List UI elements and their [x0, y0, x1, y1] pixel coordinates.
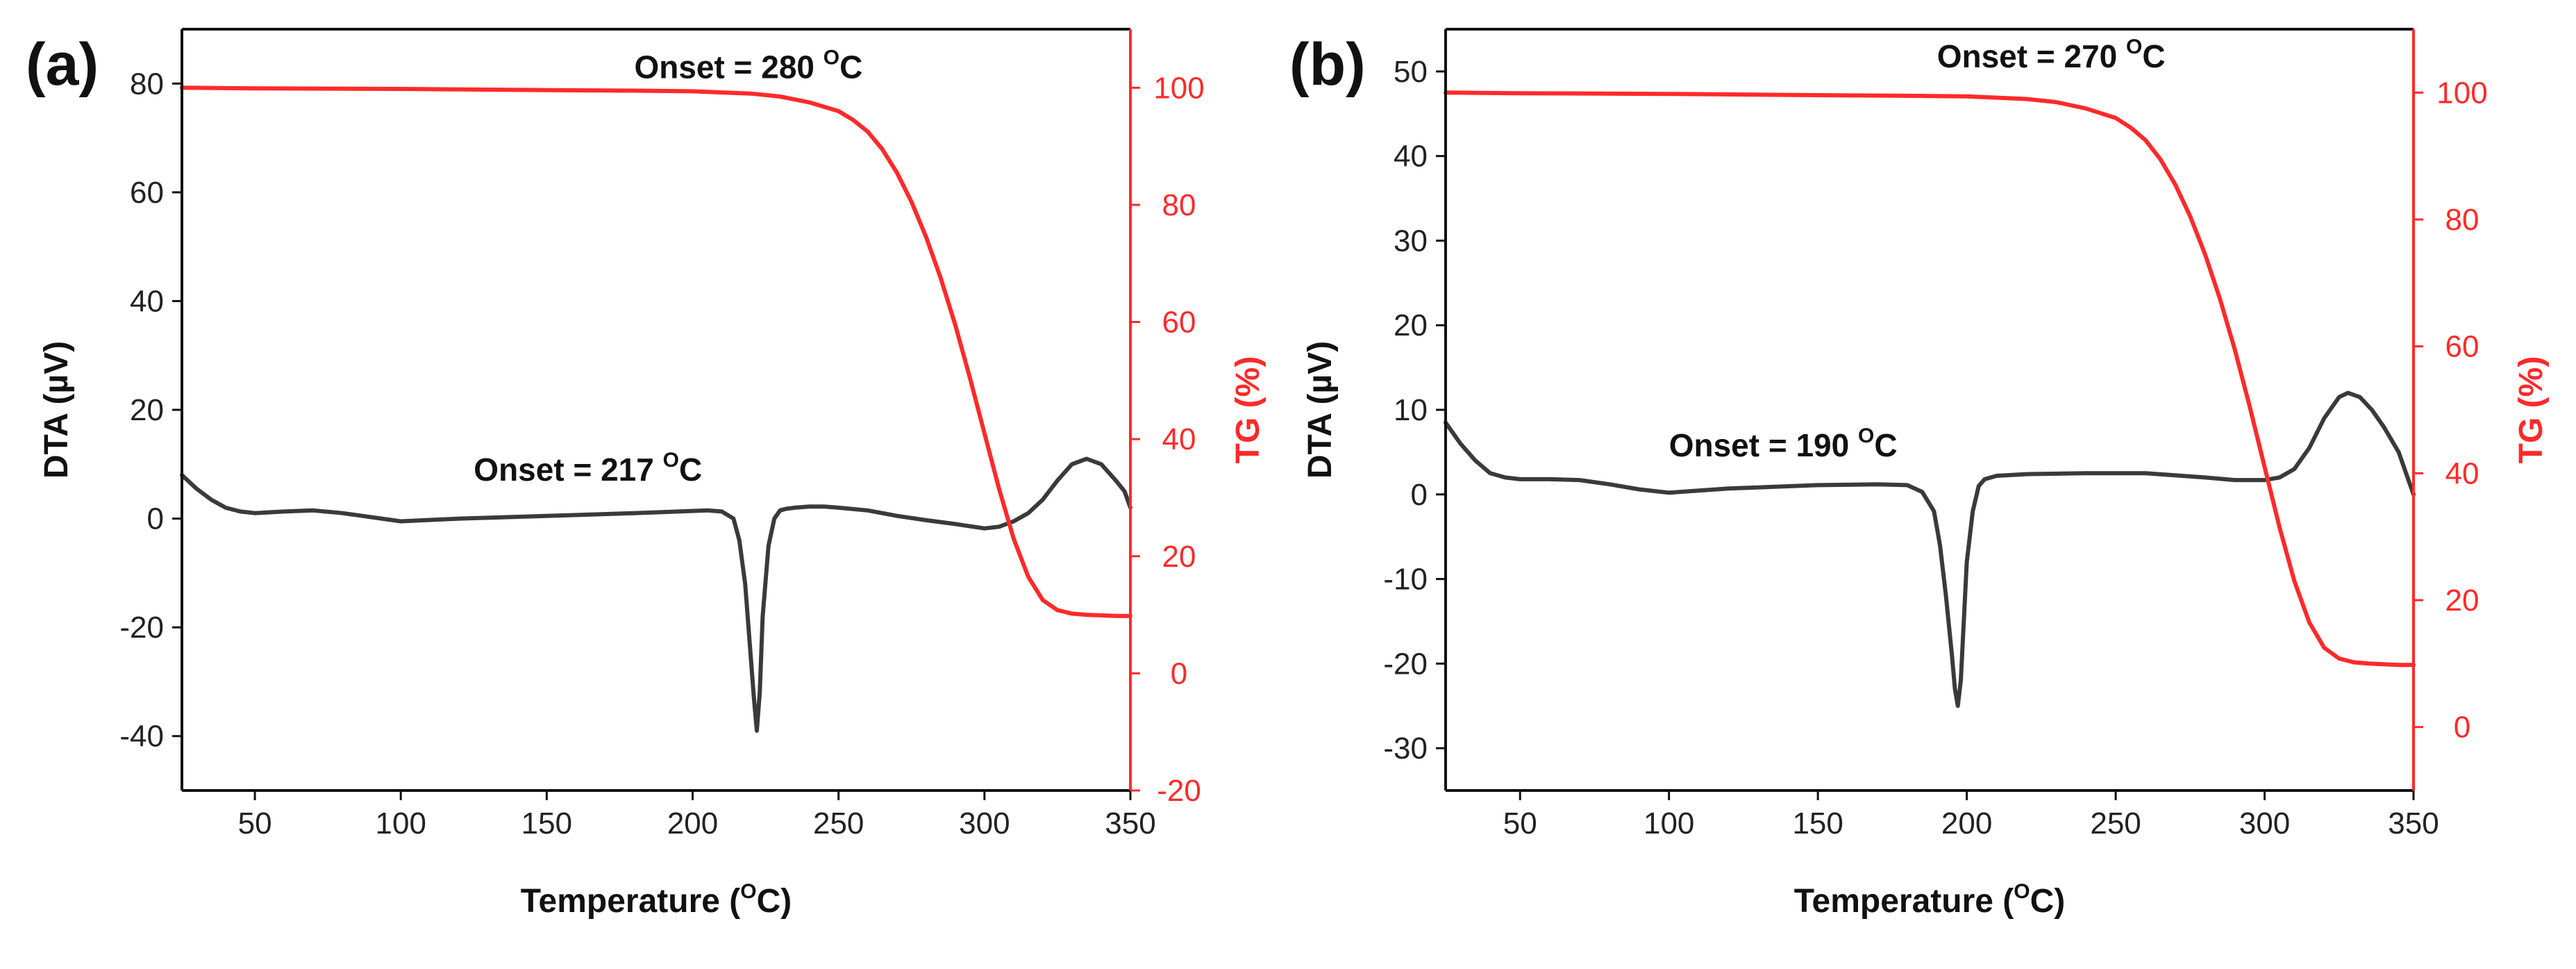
right-y-axis-title: TG (%)	[2513, 356, 2550, 464]
left-y-tick-label: 50	[1394, 55, 1428, 89]
right-y-tick-label: 0	[2454, 711, 2470, 745]
onset-annotation: Onset = 280 OC	[634, 46, 862, 85]
right-y-tick-label: 20	[1162, 540, 1196, 574]
onset-annotation: Onset = 270 OC	[1937, 35, 2166, 74]
right-y-axis-title: TG (%)	[1230, 356, 1266, 464]
right-y-tick-label: 60	[2445, 330, 2479, 364]
x-tick-label: 150	[521, 806, 572, 840]
onset-annotation-text: Onset = 217	[474, 452, 662, 488]
x-axis-title-sup: O	[2014, 880, 2030, 903]
series-line-dta	[1444, 390, 2416, 709]
x-tick-label: 250	[813, 806, 864, 840]
x-tick-label: 50	[238, 806, 272, 840]
onset-annotation-text: Onset = 270	[1937, 38, 2126, 74]
onset-annotation-end: C	[2142, 38, 2165, 74]
series-line-dta	[180, 456, 1132, 733]
onset-annotation-sup: O	[2126, 35, 2142, 58]
right-y-tick-label: 0	[1171, 656, 1187, 690]
left-y-tick-label: -40	[119, 720, 164, 754]
onset-annotation-end: C	[679, 452, 702, 488]
left-y-tick-label: -10	[1383, 563, 1428, 597]
left-y-tick-label: -30	[1383, 731, 1428, 765]
onset-annotation-text: Onset = 280	[634, 49, 823, 85]
onset-annotation-text: Onset = 190	[1669, 427, 1858, 463]
x-tick-label: 300	[959, 806, 1010, 840]
left-y-tick-label: 60	[130, 176, 164, 210]
x-axis-title: Temperature (OC)	[521, 880, 792, 920]
x-tick-label: 100	[1644, 806, 1694, 840]
right-y-tick-label: 100	[2436, 76, 2487, 110]
onset-annotation-sup: O	[663, 449, 679, 472]
right-y-tick-label: -20	[1157, 774, 1201, 808]
x-tick-label: 200	[667, 806, 718, 840]
x-axis-title: Temperature (OC)	[1794, 880, 2066, 920]
onset-annotation-sup: O	[1858, 424, 1874, 447]
left-y-tick-label: 40	[130, 284, 164, 318]
chart-panel-b: 50 100 150 200 250 300 350-30-20-1001020304050…	[1289, 28, 2550, 920]
chart-panel-a: 50 100 150 200 250 300 350 -40 -20 0 20 40 60 80 -20 0 2…	[26, 28, 1266, 920]
x-tick-label: 200	[1941, 806, 1992, 840]
right-y-tick-label: 60	[1162, 306, 1196, 340]
left-y-tick-label: 0	[147, 502, 164, 536]
x-axis-title-text: Temperature (	[1794, 883, 2014, 920]
left-y-tick-label: 0	[1411, 478, 1428, 512]
left-y-tick-label: -20	[1383, 647, 1428, 681]
onset-annotation-end: C	[839, 49, 862, 85]
right-y-tick-label: 40	[1162, 422, 1196, 456]
series-line-tg	[180, 85, 1132, 618]
x-axis-title-sup: O	[740, 880, 756, 903]
right-y-tick-label: 40	[2445, 456, 2479, 490]
left-y-tick-label: 10	[1394, 393, 1428, 427]
left-y-tick-label: 20	[1394, 308, 1428, 342]
left-y-axis-title: DTA (µV)	[1302, 341, 1339, 479]
x-tick-label: 350	[1105, 806, 1155, 840]
x-axis-title-end: C)	[2030, 883, 2066, 920]
right-y-tick-label: 20	[2445, 583, 2479, 618]
x-tick-label: 250	[2090, 806, 2141, 840]
panel-label: (a)	[26, 31, 99, 98]
series-line-tg	[1444, 90, 2416, 668]
onset-annotation-end: C	[1874, 427, 1897, 463]
panel-label: (b)	[1289, 31, 1366, 98]
left-y-tick-label: 20	[130, 393, 164, 427]
onset-annotation: Onset = 190 OC	[1669, 424, 1898, 463]
x-axis-title-end: C)	[757, 883, 792, 920]
left-y-axis-title: DTA (µV)	[38, 341, 75, 479]
x-axis-title-text: Temperature (	[521, 883, 741, 920]
x-tick-label: 300	[2239, 806, 2290, 840]
left-y-tick-label: 80	[130, 67, 164, 101]
left-y-tick-label: 30	[1394, 224, 1428, 258]
onset-annotation-sup: O	[823, 46, 839, 69]
x-tick-label: 150	[1792, 806, 1843, 840]
x-tick-label: 50	[1503, 806, 1537, 840]
right-y-tick-label: 80	[1162, 188, 1196, 222]
x-tick-label: 100	[376, 806, 426, 840]
right-y-tick-label: 80	[2445, 203, 2479, 237]
right-y-tick-label: 100	[1153, 71, 1204, 105]
onset-annotation: Onset = 217 OC	[474, 449, 702, 488]
left-y-tick-label: -20	[119, 611, 164, 645]
left-y-tick-label: 40	[1394, 140, 1428, 174]
x-tick-label: 350	[2388, 806, 2439, 840]
